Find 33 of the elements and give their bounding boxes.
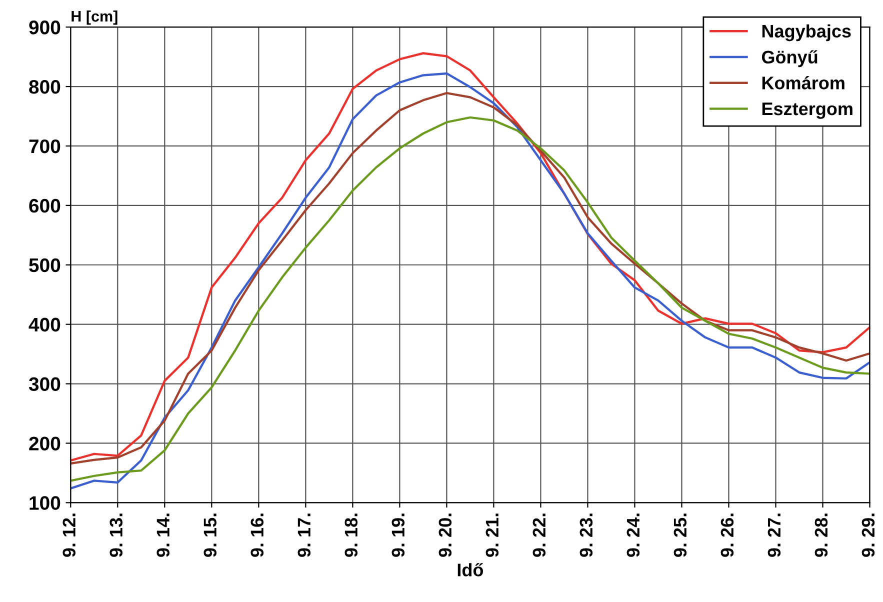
x-tick-label: 9. 28.: [814, 514, 828, 557]
x-tick-label: 9. 25.: [674, 514, 687, 557]
x-tick-label: 9. 22.: [532, 514, 546, 557]
y-tick-label: 900: [29, 20, 60, 34]
x-tick-label: 9. 15.: [204, 514, 217, 557]
x-tick-label: 9. 24.: [626, 514, 640, 557]
legend-label: Nagybajcs: [762, 24, 851, 42]
x-tick-label: 9. 19.: [392, 514, 405, 557]
x-tick-label: 9. 18.: [344, 514, 358, 557]
x-tick-label: 9. 20.: [438, 514, 452, 557]
x-tick-label: 9. 29.: [862, 514, 875, 557]
legend-label: Komárom: [762, 76, 844, 90]
x-tick-label: 9. 14.: [156, 514, 170, 557]
y-tick-label: 100: [30, 496, 60, 510]
legend-label: Esztergom: [762, 102, 852, 119]
x-tick-label: 9. 17.: [298, 514, 311, 557]
x-tick-label: 9. 27.: [768, 514, 781, 557]
x-tick-label: 9. 16.: [250, 514, 264, 557]
y-axis-title: H [cm]: [72, 10, 118, 25]
y-tick-label: 800: [29, 80, 60, 94]
y-tick-label: 300: [28, 377, 60, 392]
x-tick-label: 9. 23.: [580, 514, 593, 557]
x-tick-label: 9. 12.: [62, 514, 76, 557]
y-tick-label: 700: [29, 139, 60, 154]
x-tick-label: 9. 21.: [486, 514, 499, 557]
x-tick-label: 9. 26.: [720, 514, 734, 557]
y-tick-label: 200: [29, 436, 60, 450]
legend-label: Gönyű: [762, 50, 818, 68]
y-tick-label: 600: [29, 198, 60, 213]
y-tick-label: 400: [28, 318, 60, 332]
x-axis-title: Idő: [458, 563, 484, 576]
x-tick-label: 9. 13.: [110, 514, 123, 557]
y-tick-label: 500: [29, 258, 60, 272]
